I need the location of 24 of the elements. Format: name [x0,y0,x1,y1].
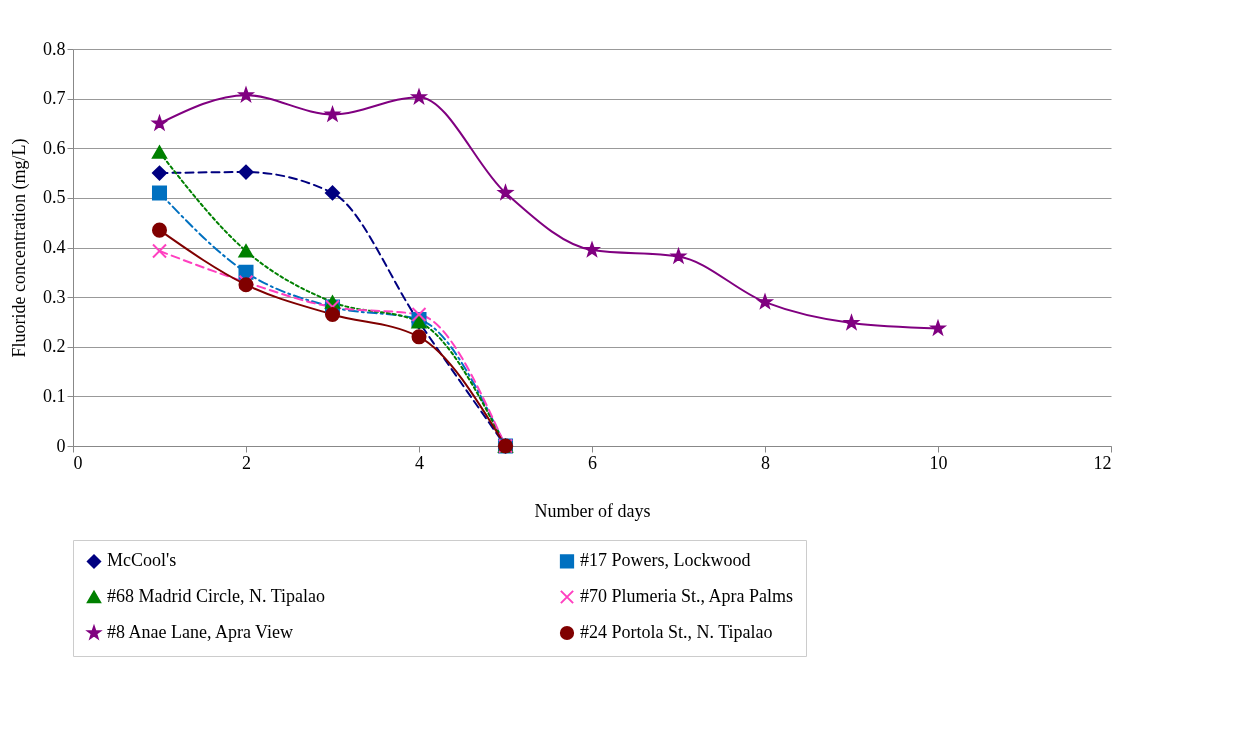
y-tick-label: 0.1 [43,385,66,406]
y-tick-label: 0.2 [43,336,66,357]
x-tick-label: 6 [588,452,597,473]
legend-label: #24 Portola St., N. Tipalao [580,622,773,642]
x-tick-label: 12 [1093,452,1112,473]
y-tick-label: 0.4 [43,237,66,257]
y-tick-label: 0.8 [43,38,66,59]
y-tick-label: 0.3 [43,286,66,307]
x-axis-title: Number of days [534,500,651,521]
legend-label: #17 Powers, Lockwood [580,550,751,571]
y-tick-label: 0.7 [43,88,66,109]
legend-label: #70 Plumeria St., Apra Palms [580,586,793,606]
x-tick-label: 0 [73,452,83,473]
legend-label: #68 Madrid Circle, N. Tipalao [107,586,325,606]
x-tick-label: 8 [761,452,770,473]
legend-label: #8 Anae Lane, Apra View [107,622,294,642]
y-tick-label: 0 [56,435,66,456]
y-tick-label: 0.6 [43,137,66,158]
x-tick-label: 10 [929,452,948,473]
x-tick-label: 2 [242,452,251,473]
legend-label: McCool's [107,550,177,571]
x-tick-label: 4 [415,452,424,473]
y-axis-title: Fluoride concentration (mg/L) [9,138,30,358]
y-tick-label: 0.5 [43,187,66,208]
